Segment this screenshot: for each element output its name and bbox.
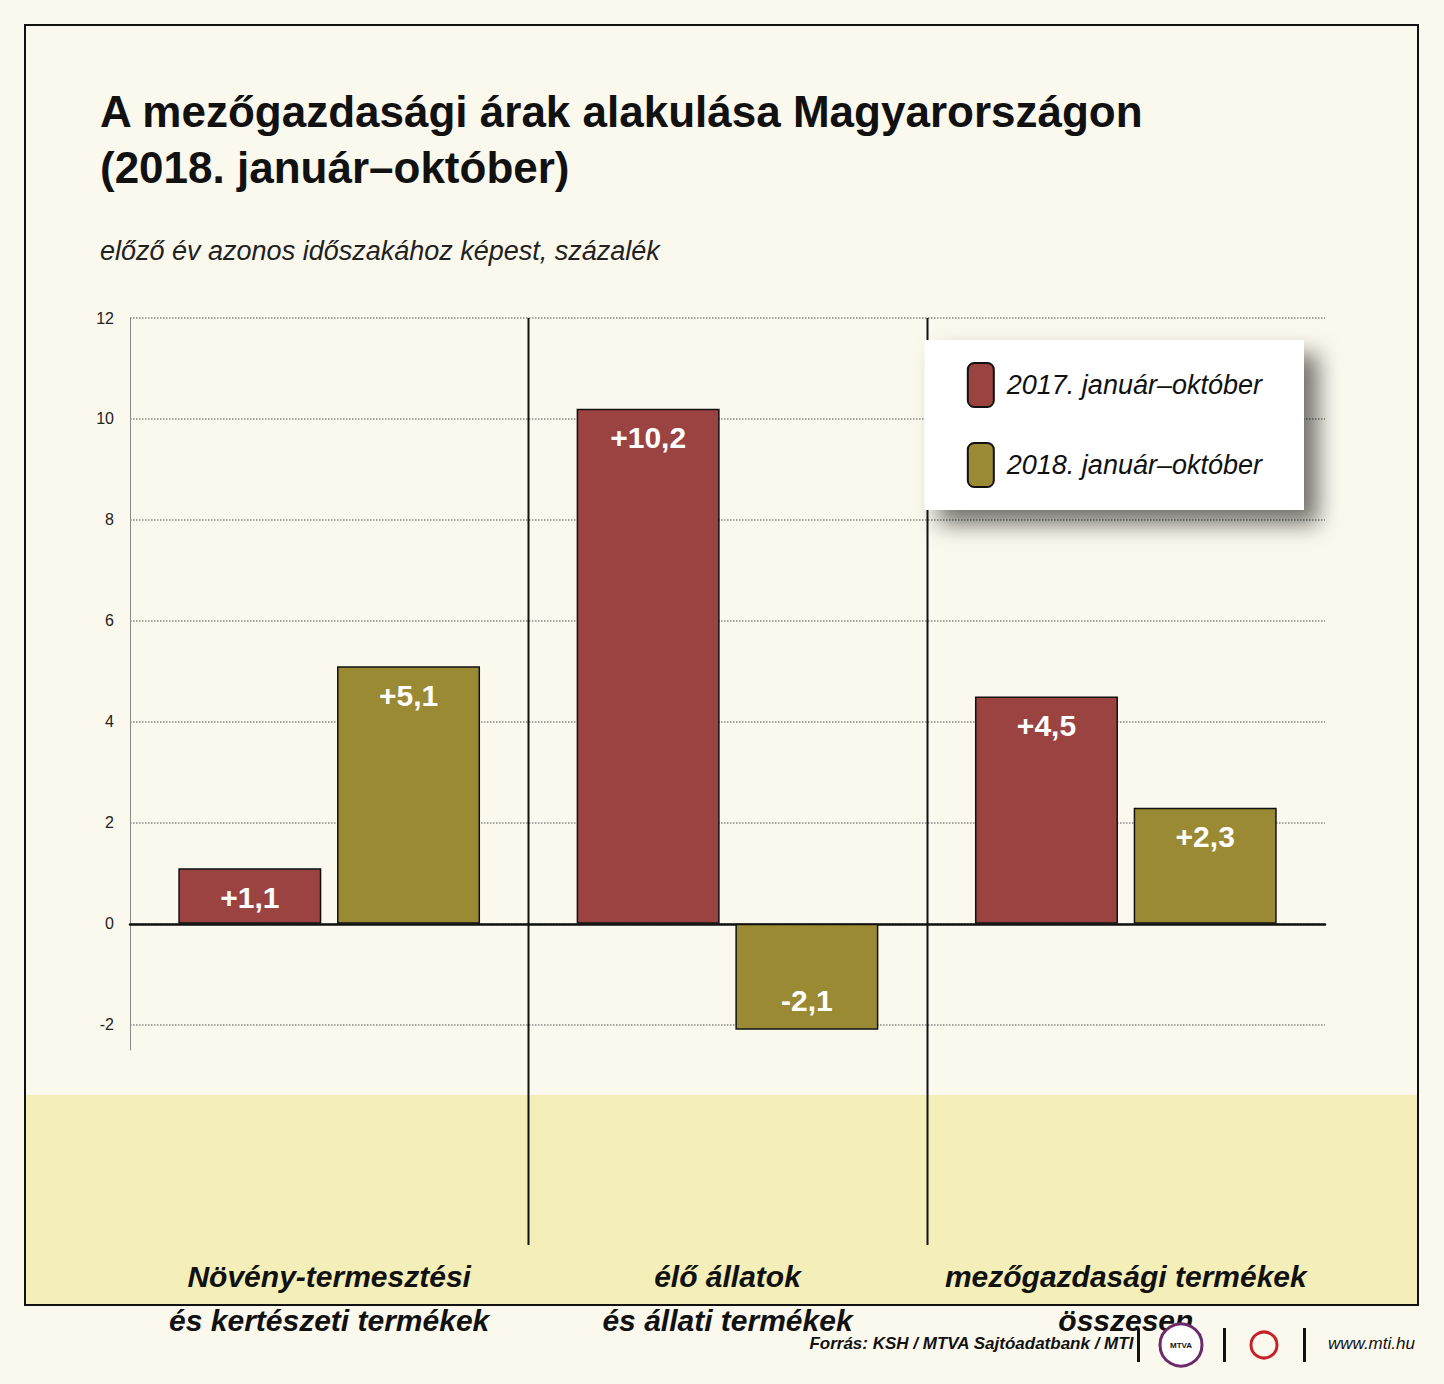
svg-text:+4,5: +4,5 (1017, 709, 1076, 742)
svg-text:MTVA: MTVA (1170, 1341, 1192, 1350)
svg-text:www.mti.hu: www.mti.hu (1328, 1334, 1415, 1353)
svg-text:2018. január–október: 2018. január–október (1006, 450, 1263, 480)
svg-text:mezőgazdasági termékek: mezőgazdasági termékek (945, 1260, 1308, 1293)
svg-text:összesen: összesen (1058, 1303, 1194, 1337)
svg-text:és állati termékek: és állati termékek (602, 1304, 853, 1337)
svg-text:0: 0 (105, 915, 114, 932)
svg-text:10: 10 (96, 410, 114, 427)
svg-text:A mezőgazdasági árak alakulása: A mezőgazdasági árak alakulása Magyarors… (100, 87, 1143, 136)
svg-text:élő állatok: élő állatok (654, 1260, 802, 1293)
svg-text:8: 8 (105, 511, 114, 528)
svg-text:+2,3: +2,3 (1176, 820, 1235, 853)
svg-text:(2018. január–október): (2018. január–október) (100, 143, 570, 192)
svg-text:2017. január–október: 2017. január–október (1006, 370, 1263, 400)
svg-text:-2,1: -2,1 (781, 984, 833, 1017)
svg-text:4: 4 (105, 713, 114, 730)
svg-text:Forrás: KSH / MTVA Sajtóadatba: Forrás: KSH / MTVA Sajtóadatbank / MTI (809, 1334, 1134, 1353)
svg-text:előző év azonos időszakához ké: előző év azonos időszakához képest, száz… (100, 236, 661, 266)
svg-text:+5,1: +5,1 (379, 679, 438, 712)
svg-text:2: 2 (105, 814, 114, 831)
svg-text:+10,2: +10,2 (610, 421, 686, 454)
svg-text:6: 6 (105, 612, 114, 629)
svg-text:12: 12 (96, 310, 114, 327)
svg-text:-2: -2 (100, 1016, 114, 1033)
svg-text:Növény-termesztési: Növény-termesztési (187, 1260, 471, 1293)
svg-text:és kertészeti termékek: és kertészeti termékek (169, 1304, 491, 1337)
svg-text:+1,1: +1,1 (220, 881, 279, 914)
